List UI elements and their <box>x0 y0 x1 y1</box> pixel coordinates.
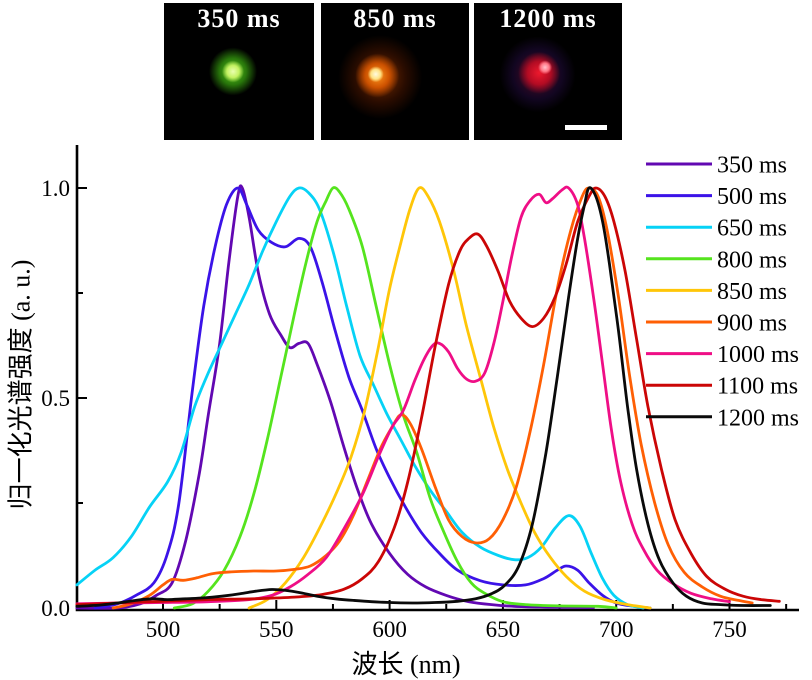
legend-label: 900 ms <box>717 311 787 337</box>
x-tick-label: 600 <box>372 617 407 642</box>
legend-item-650-ms: 650 ms <box>646 216 787 242</box>
inset-image-850-ms: 850 ms <box>321 3 469 140</box>
legend-label: 850 ms <box>717 279 787 305</box>
series-curves <box>75 184 781 610</box>
legend-item-1200-ms: 1200 ms <box>646 405 799 431</box>
inset-image-1200-ms: 1200 ms <box>474 3 622 140</box>
legend-item-350-ms: 350 ms <box>646 153 787 179</box>
legend-label: 350 ms <box>717 153 787 179</box>
y-tick-label: 1.0 <box>41 176 70 201</box>
curve-850-ms <box>247 186 652 610</box>
y-tick-label: 0.0 <box>41 596 70 621</box>
legend: 350 ms 500 ms 650 ms 800 ms 850 ms 900 ms 1000… <box>646 153 799 431</box>
luminescent-spot-red <box>474 3 622 140</box>
curve-650-ms <box>75 186 645 610</box>
curve-1000-ms <box>75 185 731 606</box>
luminescent-spot-green <box>164 3 314 140</box>
curve-800-ms <box>172 186 618 610</box>
legend-label: 1100 ms <box>717 374 798 400</box>
legend-item-850-ms: 850 ms <box>646 279 787 305</box>
curve-1100-ms <box>75 186 781 606</box>
axes <box>75 145 799 612</box>
x-tick-label: 500 <box>146 617 181 642</box>
legend-label: 1000 ms <box>717 342 799 368</box>
legend-label: 1200 ms <box>717 405 799 431</box>
legend-item-500-ms: 500 ms <box>646 184 787 210</box>
inset-time-label: 1200 ms <box>499 4 597 33</box>
y-tick-label: 0.5 <box>41 386 70 411</box>
axis-frame <box>75 145 799 612</box>
legend-item-900-ms: 900 ms <box>646 311 787 337</box>
x-axis-title: 波长 (nm) <box>351 650 461 679</box>
legend-label: 800 ms <box>717 247 787 273</box>
legend-item-1000-ms: 1000 ms <box>646 342 799 368</box>
inset-strip: 350 ms 850 ms 1200 ms <box>0 0 812 145</box>
inset-time-label: 350 ms <box>197 4 281 33</box>
inset-image-350-ms: 350 ms <box>164 3 314 140</box>
curve-900-ms <box>111 186 754 610</box>
x-tick-label: 750 <box>712 617 747 642</box>
x-tick-label: 650 <box>486 617 521 642</box>
curve-350-ms <box>75 184 595 610</box>
y-axis-title: 归一化光谱强度 (a. u.) <box>6 259 36 510</box>
legend-label: 650 ms <box>717 216 787 242</box>
legend-item-1100-ms: 1100 ms <box>646 374 798 400</box>
tick-labels: 500 550 600 650 700 750 0.0 0.5 1.0 <box>41 176 747 642</box>
scale-bar <box>565 125 607 130</box>
curve-500-ms <box>93 186 652 610</box>
curve-1200-ms <box>75 186 772 608</box>
x-tick-label: 700 <box>599 617 634 642</box>
luminescent-spot-orange <box>321 3 469 140</box>
x-tick-label: 550 <box>259 617 294 642</box>
legend-item-800-ms: 800 ms <box>646 247 787 273</box>
legend-label: 500 ms <box>717 184 787 210</box>
inset-time-label: 850 ms <box>353 4 437 33</box>
